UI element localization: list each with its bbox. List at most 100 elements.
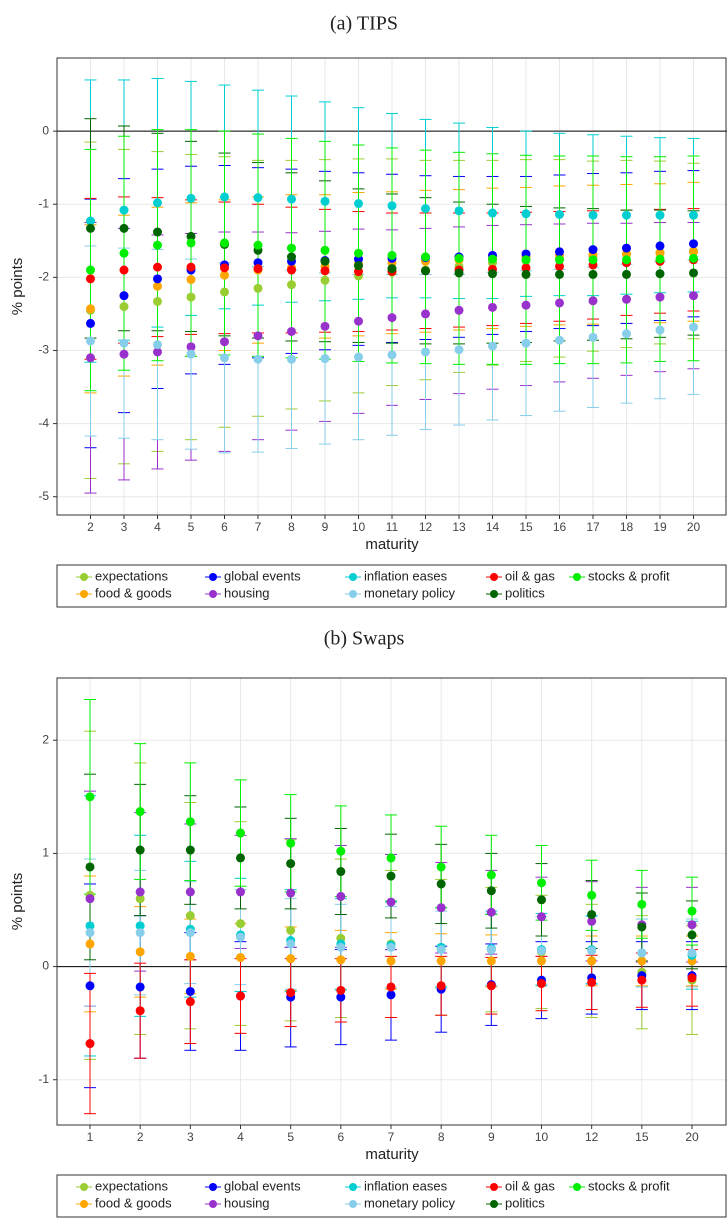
point <box>119 248 129 258</box>
legend-label: inflation eases <box>364 568 448 583</box>
point <box>588 210 598 220</box>
point <box>185 951 195 961</box>
x-tick-label: 2 <box>137 1130 144 1144</box>
point <box>86 265 95 275</box>
point <box>86 304 95 314</box>
legend-swatch <box>349 1200 357 1208</box>
y-tick-label: 1 <box>42 846 49 860</box>
x-tick-label: 1 <box>87 1130 94 1144</box>
point <box>555 255 564 265</box>
point <box>85 894 95 904</box>
point <box>85 981 95 991</box>
point <box>421 347 430 357</box>
x-tick-label: 3 <box>121 520 128 534</box>
point <box>153 198 162 208</box>
point <box>387 264 397 274</box>
point <box>320 266 330 276</box>
y-tick-label: -5 <box>38 489 49 503</box>
point <box>386 853 396 863</box>
x-tick-label: 7 <box>388 1130 395 1144</box>
point <box>622 294 631 304</box>
point <box>287 194 296 204</box>
point <box>687 973 697 983</box>
point <box>287 265 296 275</box>
x-tick-label: 8 <box>438 1130 445 1144</box>
point <box>86 318 95 328</box>
point <box>486 945 496 955</box>
point <box>253 193 263 203</box>
legend-swatch <box>80 1183 88 1191</box>
point <box>286 888 296 898</box>
point <box>555 335 564 345</box>
legend-label: monetary policy <box>364 585 456 600</box>
legend-label: housing <box>224 1195 270 1210</box>
point <box>320 196 330 206</box>
point <box>537 878 546 888</box>
x-tick-label: 9 <box>488 1130 495 1144</box>
point <box>386 982 396 992</box>
point <box>153 240 162 250</box>
point <box>387 350 397 360</box>
point <box>454 305 464 315</box>
legend-swatch <box>349 590 357 598</box>
point <box>185 887 195 897</box>
panel-title: (b) Swaps <box>324 628 405 650</box>
y-tick-label: -2 <box>38 270 49 284</box>
point <box>186 275 196 285</box>
point <box>236 919 245 929</box>
point <box>119 205 129 215</box>
point <box>387 313 397 323</box>
point <box>286 838 296 848</box>
point <box>637 948 647 958</box>
point <box>236 932 245 942</box>
legend-label: expectations <box>95 1178 168 1193</box>
legend-label: expectations <box>95 568 168 583</box>
point <box>220 263 229 273</box>
point <box>488 269 497 279</box>
y-tick-label: 0 <box>42 123 49 137</box>
point <box>655 210 665 220</box>
point <box>537 956 546 966</box>
point <box>537 946 546 956</box>
point <box>354 352 363 362</box>
x-tick-label: 16 <box>553 520 567 534</box>
point <box>320 354 330 364</box>
point <box>135 1006 145 1016</box>
point <box>253 283 263 293</box>
point <box>689 291 698 301</box>
point <box>354 199 363 209</box>
point <box>689 268 698 278</box>
legend-box <box>56 1174 727 1218</box>
y-axis-label: % points <box>9 873 26 931</box>
x-tick-label: 4 <box>237 1130 244 1144</box>
legend-label: inflation eases <box>364 1178 448 1193</box>
point <box>186 292 196 302</box>
point <box>655 325 665 335</box>
point <box>220 270 229 280</box>
y-tick-label: -1 <box>38 196 49 210</box>
point <box>236 828 245 838</box>
point <box>588 332 598 342</box>
point <box>320 275 330 285</box>
point <box>622 210 631 220</box>
point <box>336 942 346 952</box>
x-tick-label: 19 <box>653 520 667 534</box>
x-tick-label: 5 <box>188 520 195 534</box>
point <box>185 997 195 1007</box>
legend-swatch <box>80 590 88 598</box>
x-tick-label: 17 <box>586 520 600 534</box>
point <box>253 240 263 250</box>
point <box>220 192 229 202</box>
point <box>86 353 95 363</box>
point <box>689 210 698 220</box>
point <box>286 859 296 869</box>
point <box>655 292 665 302</box>
legend-swatch <box>209 1183 217 1191</box>
point <box>454 268 464 278</box>
point <box>354 261 363 271</box>
point <box>588 255 598 265</box>
point <box>119 349 129 359</box>
point <box>186 231 196 241</box>
point <box>135 921 145 931</box>
point <box>655 241 665 251</box>
